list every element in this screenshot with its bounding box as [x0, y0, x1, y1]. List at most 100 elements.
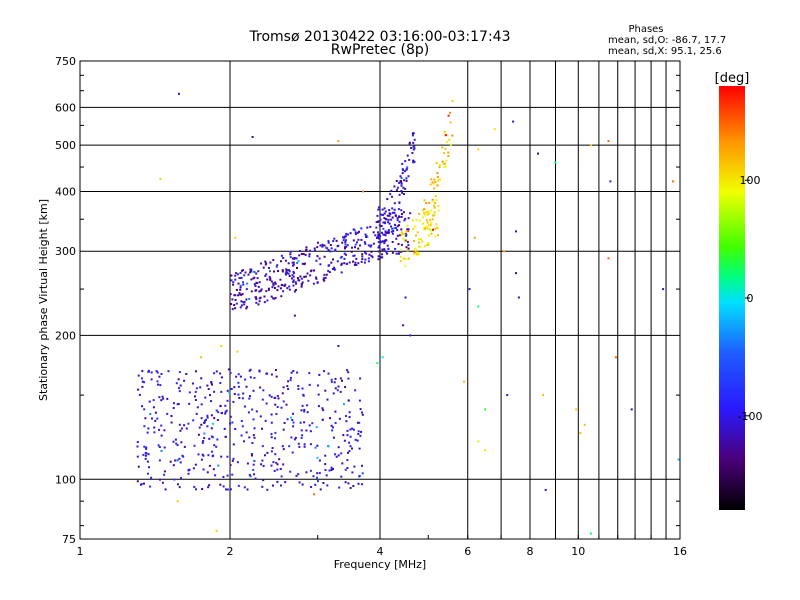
- data-point: [355, 264, 358, 266]
- data-point: [261, 445, 264, 448]
- data-point: [212, 468, 215, 471]
- data-point: [347, 377, 350, 380]
- data-point: [172, 407, 175, 409]
- data-point: [301, 262, 304, 265]
- data-point: [427, 210, 430, 213]
- data-point: [188, 402, 191, 405]
- data-point: [358, 399, 361, 402]
- data-point: [291, 274, 294, 277]
- data-point: [432, 214, 435, 217]
- data-point: [404, 232, 407, 235]
- data-point: [295, 288, 297, 291]
- data-point: [164, 488, 167, 491]
- data-point: [370, 250, 373, 253]
- data-point: [405, 246, 408, 249]
- data-point: [162, 397, 165, 400]
- data-point: [430, 209, 433, 212]
- data-point: [370, 244, 373, 247]
- data-point: [249, 475, 252, 478]
- data-point: [144, 451, 147, 454]
- data-point: [383, 217, 386, 219]
- data-point: [295, 474, 298, 477]
- data-point: [232, 457, 235, 460]
- data-point: [292, 280, 295, 283]
- data-point: [402, 169, 404, 172]
- data-point: [400, 231, 403, 234]
- data-point: [437, 179, 440, 182]
- data-point: [192, 419, 195, 422]
- data-point: [282, 386, 285, 389]
- data-point: [192, 382, 194, 385]
- data-point: [253, 376, 256, 379]
- data-point: [274, 431, 277, 434]
- data-point: [251, 408, 254, 411]
- data-point: [406, 224, 409, 227]
- data-point: [263, 301, 266, 304]
- data-point: [292, 284, 295, 287]
- data-point: [196, 406, 199, 409]
- data-point: [297, 385, 300, 387]
- data-point: [330, 247, 333, 250]
- data-point: [271, 286, 274, 289]
- data-point: [391, 195, 393, 198]
- data-point: [301, 483, 304, 486]
- data-point: [394, 223, 396, 226]
- data-point: [229, 415, 232, 418]
- data-point: [238, 397, 241, 399]
- data-point: [217, 464, 220, 467]
- data-point: [357, 482, 360, 485]
- data-point: [403, 219, 406, 222]
- data-point: [367, 260, 370, 263]
- data-point: [484, 408, 487, 411]
- data-point: [345, 420, 348, 423]
- data-point: [275, 375, 278, 378]
- data-point: [383, 212, 386, 215]
- data-point: [333, 381, 336, 384]
- data-point: [413, 240, 415, 242]
- data-point: [380, 225, 383, 227]
- data-point: [202, 440, 205, 442]
- data-point: [238, 292, 241, 294]
- data-point: [346, 467, 349, 469]
- data-point: [153, 426, 156, 429]
- data-point: [256, 282, 259, 285]
- data-point: [141, 380, 144, 383]
- data-point: [282, 428, 285, 431]
- data-point: [429, 219, 432, 222]
- data-point: [211, 436, 214, 439]
- data-point: [436, 184, 439, 187]
- data-point: [387, 232, 390, 235]
- data-point: [432, 200, 435, 203]
- data-point: [272, 461, 275, 464]
- data-point: [411, 219, 414, 222]
- data-point: [242, 392, 245, 395]
- data-point: [360, 430, 363, 433]
- data-point: [398, 193, 401, 196]
- data-point: [369, 225, 372, 228]
- data-point: [268, 267, 270, 269]
- data-point: [397, 252, 400, 255]
- data-point: [344, 246, 347, 248]
- data-point: [252, 389, 255, 392]
- data-point: [444, 147, 447, 150]
- data-point: [245, 385, 248, 388]
- data-point: [405, 234, 407, 237]
- data-point: [166, 412, 169, 415]
- phases-o-line: mean, sd,O: -86.7, 17.7: [608, 35, 726, 46]
- data-point: [206, 414, 209, 417]
- data-point: [313, 269, 315, 272]
- data-point: [296, 371, 299, 374]
- data-point: [276, 394, 279, 397]
- data-point: [176, 403, 179, 406]
- data-point: [413, 147, 416, 150]
- data-point: [378, 224, 381, 227]
- data-point: [337, 454, 340, 457]
- data-point: [231, 421, 234, 424]
- data-point: [137, 388, 140, 391]
- data-point: [207, 454, 210, 457]
- data-point: [437, 204, 440, 207]
- data-point: [215, 409, 218, 412]
- data-point: [179, 429, 182, 432]
- data-point: [325, 247, 328, 249]
- data-point: [463, 380, 466, 383]
